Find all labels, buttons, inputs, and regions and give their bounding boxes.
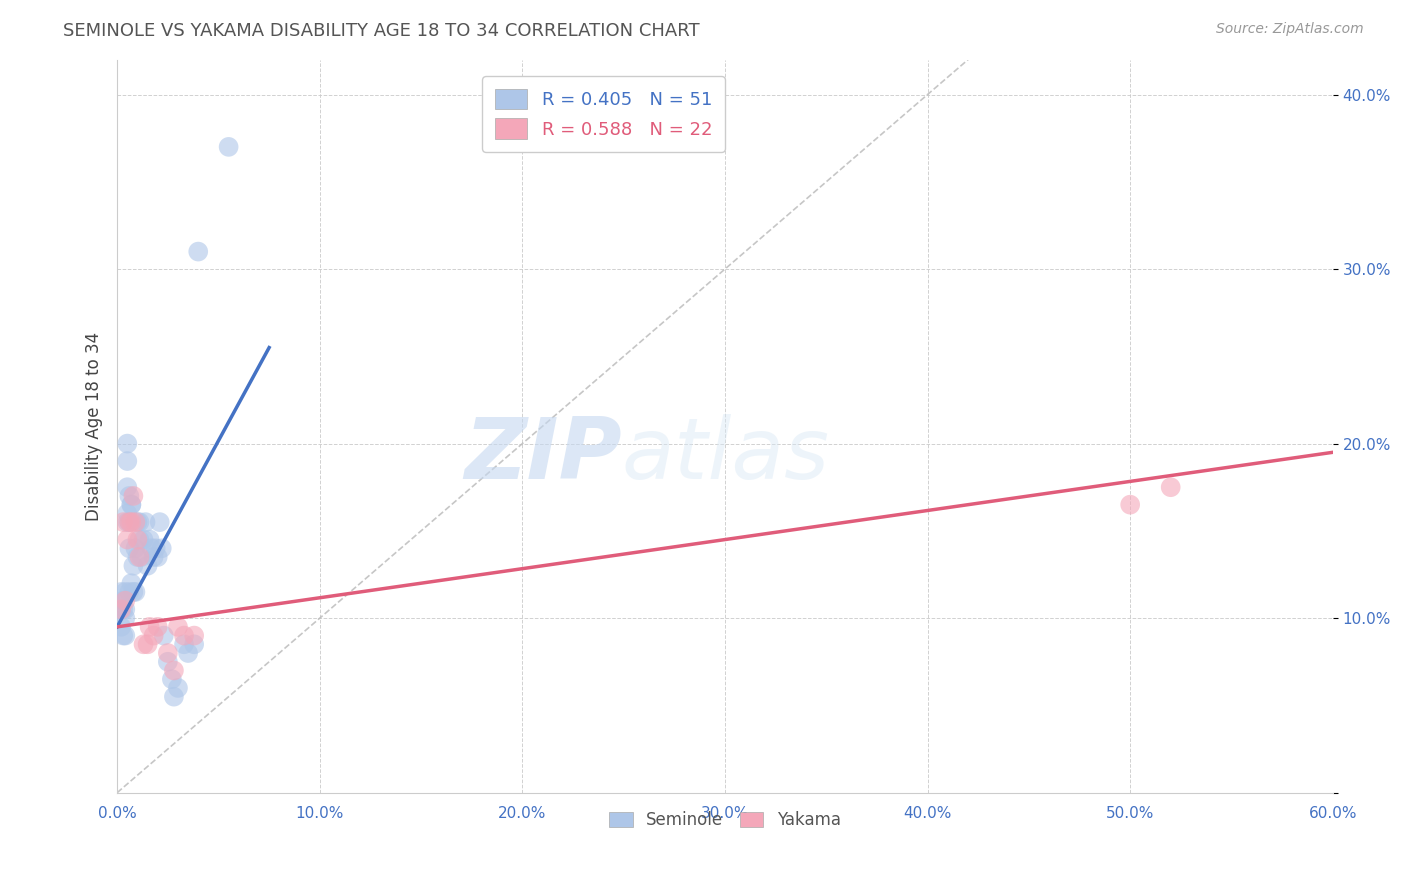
Point (150, 541, 173, 556)
Point (156, 646, 179, 660)
Point (183, 637, 205, 651)
Point (117, 507, 139, 521)
Point (218, 140, 240, 154)
Point (163, 664, 186, 678)
Point (120, 498, 142, 512)
Point (128, 549, 150, 564)
Point (142, 549, 165, 564)
Point (135, 515, 157, 529)
Point (120, 498, 142, 512)
Point (160, 672, 183, 686)
Point (118, 489, 141, 503)
Point (136, 637, 159, 651)
Point (114, 629, 136, 643)
Point (167, 620, 190, 634)
Point (187, 244, 209, 259)
Point (120, 515, 142, 529)
Point (124, 585, 146, 599)
Point (1119, 498, 1142, 512)
Point (114, 611, 136, 625)
Point (108, 602, 131, 616)
Point (138, 533, 160, 547)
Point (120, 576, 142, 591)
Point (114, 593, 136, 607)
Text: ZIP: ZIP (464, 414, 621, 497)
Point (1160, 480, 1182, 494)
Point (112, 602, 135, 616)
Point (183, 629, 205, 643)
Point (122, 489, 145, 503)
Point (136, 558, 159, 573)
Point (146, 620, 169, 634)
Text: SEMINOLE VS YAKAMA DISABILITY AGE 18 TO 34 CORRELATION CHART: SEMINOLE VS YAKAMA DISABILITY AGE 18 TO … (63, 22, 700, 40)
Point (149, 515, 172, 529)
Legend: Seminole, Yakama: Seminole, Yakama (603, 805, 848, 836)
Point (117, 436, 139, 450)
Point (127, 533, 149, 547)
Point (177, 646, 200, 660)
Point (128, 533, 150, 547)
Point (117, 515, 139, 529)
Point (124, 541, 146, 556)
Point (124, 515, 146, 529)
Point (132, 637, 155, 651)
Point (152, 629, 174, 643)
Point (141, 541, 163, 556)
Point (173, 637, 195, 651)
Point (112, 629, 135, 643)
Point (117, 533, 139, 547)
Y-axis label: Disability Age 18 to 34: Disability Age 18 to 34 (86, 332, 103, 521)
Point (127, 549, 149, 564)
Point (110, 620, 132, 634)
Point (117, 480, 139, 494)
Point (110, 602, 132, 616)
Point (128, 515, 150, 529)
Point (118, 585, 141, 599)
Point (167, 681, 190, 695)
Point (132, 533, 155, 547)
Point (110, 585, 132, 599)
Point (114, 602, 136, 616)
Point (131, 549, 153, 564)
Point (173, 629, 195, 643)
Point (118, 515, 141, 529)
Point (127, 515, 149, 529)
Point (117, 454, 139, 468)
Text: Source: ZipAtlas.com: Source: ZipAtlas.com (1216, 22, 1364, 37)
Point (138, 620, 160, 634)
Point (118, 541, 141, 556)
Point (156, 655, 179, 669)
Point (118, 515, 141, 529)
Point (112, 593, 135, 607)
Point (142, 629, 165, 643)
Point (114, 585, 136, 599)
Point (122, 585, 145, 599)
Text: atlas: atlas (621, 414, 830, 497)
Point (146, 549, 169, 564)
Point (122, 558, 145, 573)
Point (145, 541, 167, 556)
Point (163, 690, 186, 704)
Point (112, 515, 135, 529)
